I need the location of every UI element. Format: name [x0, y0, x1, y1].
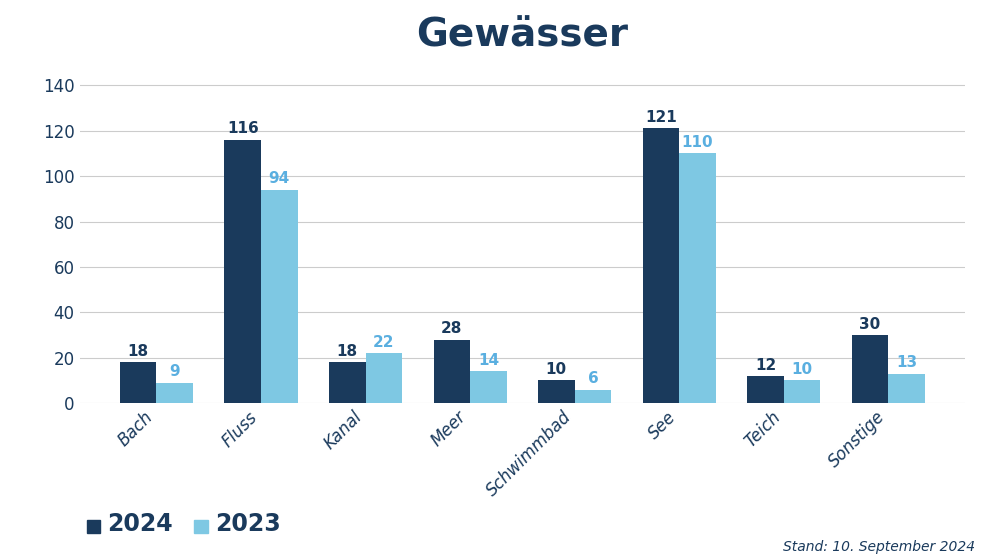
Bar [119, 362, 156, 403]
Text: 110: 110 [681, 135, 713, 150]
Text: 121: 121 [644, 110, 676, 125]
Bar [746, 376, 783, 403]
Text: Stand: 10. September 2024: Stand: 10. September 2024 [782, 540, 974, 554]
Bar [433, 339, 469, 403]
Text: 30: 30 [859, 317, 880, 332]
Text: 10: 10 [790, 362, 812, 377]
Title: Gewässer: Gewässer [415, 16, 628, 54]
Text: 10: 10 [546, 362, 567, 377]
Text: 12: 12 [754, 357, 775, 372]
Text: 14: 14 [477, 353, 498, 368]
Bar [679, 153, 715, 403]
Bar [469, 371, 506, 403]
Bar [329, 362, 365, 403]
Text: 6: 6 [587, 371, 597, 386]
Bar [783, 380, 819, 403]
Bar [538, 380, 575, 403]
Bar [225, 140, 260, 403]
Bar [888, 374, 924, 403]
Text: 18: 18 [127, 344, 148, 359]
Bar [156, 383, 193, 403]
Bar [365, 353, 402, 403]
Bar [642, 128, 679, 403]
Bar [575, 390, 610, 403]
Text: 18: 18 [336, 344, 358, 359]
Bar [851, 335, 888, 403]
Text: 13: 13 [896, 355, 916, 370]
Text: 116: 116 [227, 122, 258, 137]
Text: 22: 22 [373, 335, 395, 350]
Text: 94: 94 [268, 171, 289, 186]
Bar [260, 190, 297, 403]
Text: 28: 28 [440, 321, 462, 336]
Legend: 2024, 2023: 2024, 2023 [86, 512, 280, 536]
Text: 9: 9 [169, 365, 180, 379]
